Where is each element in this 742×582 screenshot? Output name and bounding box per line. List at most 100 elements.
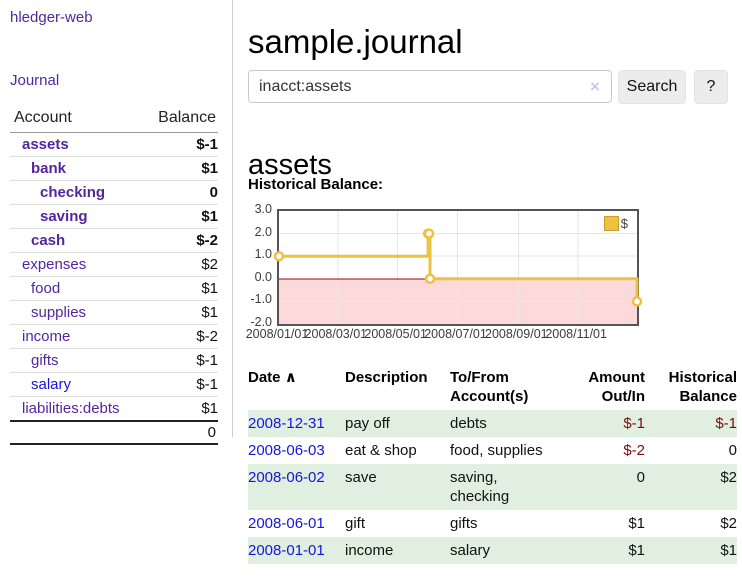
register-table: Date ∧ Description To/From Account(s) Amo… <box>248 362 737 564</box>
transaction-amount: $-1 <box>623 415 645 432</box>
x-axis-tick-label: 2008/05/01 <box>364 327 427 341</box>
chart-canvas <box>273 211 643 324</box>
transaction-description: eat & shop <box>345 442 417 459</box>
clear-search-icon[interactable]: × <box>590 77 600 96</box>
accounts-total-value: 0 <box>207 424 216 441</box>
search-button[interactable]: Search <box>618 70 686 104</box>
sidebar-account-link-income[interactable]: income <box>22 328 71 345</box>
account-row: expenses $2 <box>10 252 218 277</box>
transaction-date-link[interactable]: 2008-06-03 <box>248 442 325 459</box>
transaction-date-link[interactable]: 2008-06-02 <box>248 469 325 486</box>
x-axis-tick-label: 2008/11/01 <box>545 327 607 341</box>
account-row: saving $1 <box>10 204 218 229</box>
account-balance: $1 <box>201 208 218 225</box>
accounts-column-header: To/From Account(s) <box>450 369 529 405</box>
account-row: assets $-1 <box>10 133 218 157</box>
y-axis-tick-label: -2.0 <box>250 315 272 329</box>
account-row: supplies $1 <box>10 300 218 325</box>
y-axis-tick-label: -1.0 <box>250 292 272 307</box>
account-row: liabilities:debts $1 <box>10 396 218 422</box>
accounts-table-body: assets $-1 bank $1 checking 0 saving $1 cash $-2 e… <box>10 133 218 422</box>
accounts-total-row: 0 <box>10 421 218 444</box>
account-heading: assets <box>248 149 332 182</box>
balance-column-header-register: Historical Balance <box>668 369 737 405</box>
transaction-description: pay off <box>345 415 390 432</box>
date-column-header[interactable]: Date ∧ <box>248 369 297 386</box>
account-balance: $1 <box>201 304 218 321</box>
x-axis-tick-label: 2008/01/01 <box>245 327 309 341</box>
transaction-accounts: debts <box>450 415 487 432</box>
account-balance: $1 <box>201 400 218 417</box>
help-button[interactable]: ? <box>694 70 728 104</box>
legend-color-swatch <box>603 216 619 231</box>
transaction-description: save <box>345 469 377 486</box>
account-row: salary $-1 <box>10 372 218 397</box>
account-balance: $-1 <box>196 376 218 393</box>
register-row: 2008-06-01 gift gifts $1 $2 <box>248 510 737 537</box>
legend-series-label: $ <box>620 216 628 231</box>
sidebar-item-journal[interactable]: Journal <box>10 72 60 89</box>
sidebar-account-link-food[interactable]: food <box>31 280 61 297</box>
transaction-accounts: salary <box>450 542 491 559</box>
transaction-balance: $1 <box>720 542 737 559</box>
y-axis-tick-label: 2.0 <box>254 224 272 239</box>
sidebar-account-link-assets[interactable]: assets <box>22 136 69 153</box>
sidebar-account-link-cash[interactable]: cash <box>31 232 66 249</box>
sort-ascending-icon: ∧ <box>284 369 297 386</box>
account-balance: $1 <box>201 280 218 297</box>
transaction-description: income <box>345 542 394 559</box>
transaction-date-link[interactable]: 2008-01-01 <box>248 542 325 559</box>
accounts-table: Account Balance assets $-1 bank $1 checking 0… <box>10 105 218 445</box>
sidebar-account-link-gifts[interactable]: gifts <box>31 352 59 369</box>
chart-legend: $ <box>603 216 628 231</box>
account-row: bank $1 <box>10 156 218 181</box>
page-title: sample.journal <box>248 23 463 61</box>
transaction-balance: $2 <box>720 515 737 532</box>
main-content: sample.journal × Search ? assets Histori… <box>245 0 742 582</box>
balance-chart: $ <box>273 209 643 326</box>
x-axis-tick-label: 2008/03/01 <box>304 327 368 341</box>
account-balance: $-1 <box>196 352 218 369</box>
account-balance: $-2 <box>196 328 218 345</box>
account-balance: 0 <box>209 184 218 201</box>
register-row: 2008-01-01 income salary $1 $1 <box>248 537 737 564</box>
sidebar-account-link-bank[interactable]: bank <box>31 160 67 177</box>
sidebar-account-link-liabilities-debts[interactable]: liabilities:debts <box>22 400 120 417</box>
account-row: food $1 <box>10 276 218 301</box>
account-row: cash $-2 <box>10 228 218 253</box>
register-row: 2008-12-31 pay off debts $-1 $-1 <box>248 410 737 437</box>
y-axis-tick-label: 3.0 <box>254 202 272 216</box>
sidebar: hledger-web Journal Account Balance asse… <box>10 0 218 445</box>
sidebar-account-link-salary[interactable]: salary <box>31 376 72 393</box>
transaction-date-link[interactable]: 2008-12-31 <box>248 415 325 432</box>
balance-column-header: Balance <box>158 109 216 126</box>
sidebar-account-link-supplies[interactable]: supplies <box>31 304 87 321</box>
transaction-description: gift <box>345 515 366 532</box>
account-column-header: Account <box>14 109 72 126</box>
x-axis-tick-label: 2008/09/01 <box>485 327 548 341</box>
account-row: gifts $-1 <box>10 348 218 373</box>
search-input[interactable] <box>248 70 612 103</box>
register-row: 2008-06-02 save saving, checking 0 $2 <box>248 464 737 510</box>
y-axis-tick-label: 1.0 <box>254 247 272 262</box>
transaction-accounts: gifts <box>450 515 478 532</box>
y-axis-tick-label: 0.0 <box>254 269 272 284</box>
sidebar-account-link-saving[interactable]: saving <box>40 208 88 225</box>
transaction-accounts: saving, checking <box>450 469 510 505</box>
sidebar-account-link-expenses[interactable]: expenses <box>22 256 87 273</box>
transaction-balance: 0 <box>728 442 737 459</box>
account-row: checking 0 <box>10 180 218 205</box>
app-title[interactable]: hledger-web <box>10 9 93 26</box>
transaction-amount: $1 <box>628 542 645 559</box>
transaction-amount: 0 <box>636 469 645 486</box>
chart-title: Historical Balance: <box>248 176 384 193</box>
search-form: × Search ? <box>248 70 742 104</box>
sidebar-account-link-checking[interactable]: checking <box>40 184 106 201</box>
amount-column-header: Amount Out/In <box>588 369 645 405</box>
transaction-balance: $2 <box>720 469 737 486</box>
transaction-accounts: food, supplies <box>450 442 543 459</box>
transaction-date-link[interactable]: 2008-06-01 <box>248 515 325 532</box>
description-column-header: Description <box>345 369 428 386</box>
transaction-amount: $-2 <box>623 442 645 459</box>
register-header-row: Date ∧ Description To/From Account(s) Amo… <box>248 362 737 410</box>
